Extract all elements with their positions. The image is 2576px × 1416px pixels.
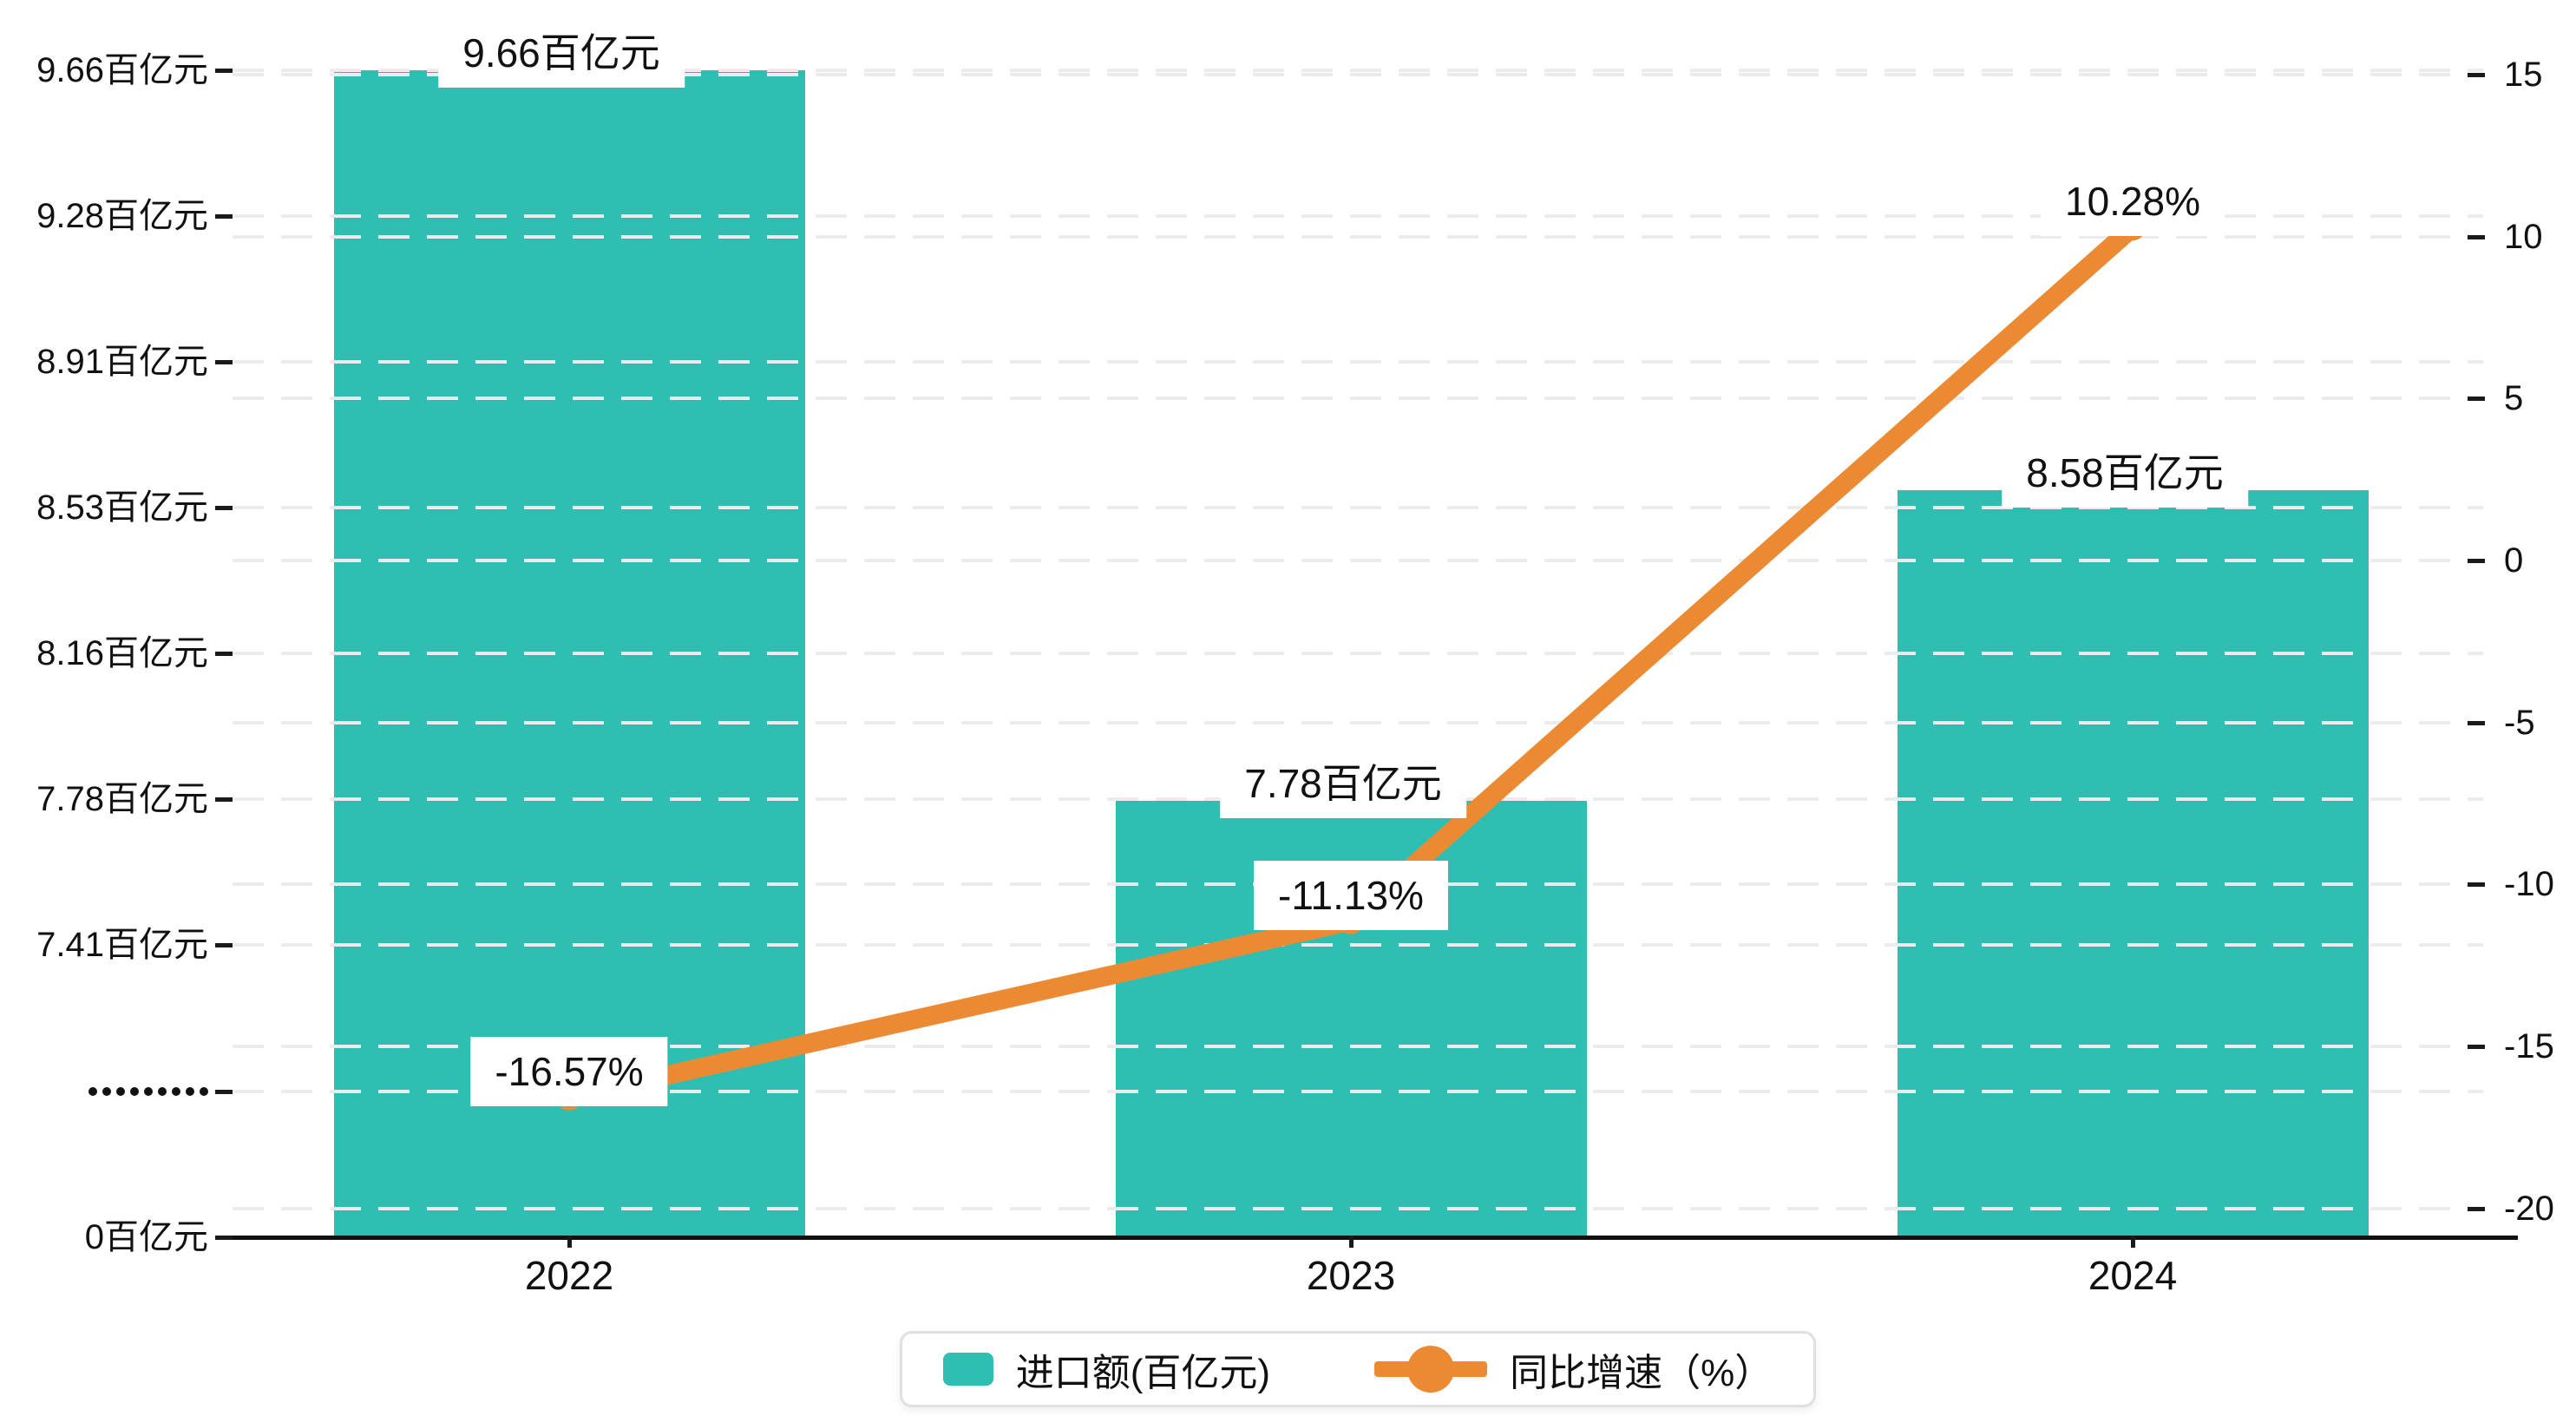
left-axis-label: 7.41百亿元 xyxy=(36,926,208,964)
right-axis-tick xyxy=(2468,397,2485,402)
right-axis-label: 10 xyxy=(2504,217,2543,256)
left-axis-label: 8.16百亿元 xyxy=(36,634,208,672)
gridline xyxy=(233,397,2483,401)
gridline xyxy=(233,506,2483,509)
axis-break-dot xyxy=(130,1087,139,1096)
bar-value-label-2024: 8.58百亿元 xyxy=(2002,437,2248,508)
right-axis-label: 0 xyxy=(2504,541,2524,580)
line-value-label-2023: -11.13% xyxy=(1254,860,1448,930)
x-axis-label-2022: 2022 xyxy=(524,1253,614,1298)
growth-line[interactable] xyxy=(567,220,2140,1107)
right-axis-label: -15 xyxy=(2504,1027,2554,1066)
left-axis-label: 8.91百亿元 xyxy=(36,343,208,381)
left-axis-tick xyxy=(215,652,233,656)
left-axis-label: 0百亿元 xyxy=(84,1218,208,1256)
x-axis-label-2023: 2023 xyxy=(1306,1253,1396,1298)
left-axis-tick xyxy=(215,1090,233,1094)
left-axis-label: 9.66百亿元 xyxy=(36,51,208,89)
gridline xyxy=(233,1045,2483,1049)
gridline xyxy=(233,214,2483,218)
legend-label-import: 进口额(百亿元) xyxy=(1015,1352,1271,1394)
gridline xyxy=(233,360,2483,364)
left-axis-tick xyxy=(215,943,233,947)
gridline xyxy=(233,652,2483,655)
right-axis-tick xyxy=(2468,234,2485,239)
x-axis-tick xyxy=(1349,1236,1354,1248)
bar-value-label-2022: 9.66百亿元 xyxy=(438,18,685,88)
right-axis-label: -10 xyxy=(2504,865,2554,904)
legend: 进口额(百亿元) 同比增速（%） xyxy=(900,1331,1816,1407)
axis-break-dot xyxy=(144,1087,153,1096)
gridline xyxy=(233,1206,2483,1210)
bar-2024[interactable] xyxy=(1897,489,2369,1237)
legend-item-import[interactable]: 进口额(百亿元) xyxy=(942,1341,1271,1397)
left-axis-tick xyxy=(215,214,233,219)
left-axis-tick xyxy=(215,506,233,510)
line-value-label-2022: -16.57% xyxy=(470,1036,668,1106)
right-axis-label: -5 xyxy=(2504,703,2535,742)
right-axis-tick xyxy=(2468,72,2485,77)
bar-series-swatch-icon xyxy=(942,1353,993,1386)
right-axis-label: -20 xyxy=(2504,1189,2554,1228)
axis-break-dot xyxy=(172,1087,180,1096)
gridline xyxy=(233,1090,2483,1093)
right-axis-tick xyxy=(2468,1206,2485,1211)
left-axis-label: 9.28百亿元 xyxy=(36,197,208,235)
line-series-swatch-icon xyxy=(1374,1346,1488,1393)
left-axis-tick xyxy=(215,797,233,802)
axis-break-dot xyxy=(200,1087,208,1096)
left-axis-label: 7.78百亿元 xyxy=(36,780,208,818)
right-axis-tick xyxy=(2468,1045,2485,1050)
left-axis-label: 8.53百亿元 xyxy=(36,488,208,527)
bar-value-label-2023: 7.78百亿元 xyxy=(1220,749,1466,819)
legend-label-growth: 同比增速（%） xyxy=(1510,1352,1773,1394)
left-axis-tick xyxy=(215,69,233,73)
gridline xyxy=(233,72,2483,76)
axis-break-dot xyxy=(102,1087,111,1096)
legend-item-growth[interactable]: 同比增速（%） xyxy=(1374,1341,1773,1397)
gridline xyxy=(233,559,2483,562)
axis-break-dot xyxy=(186,1087,194,1096)
right-axis-tick xyxy=(2468,882,2485,888)
right-axis-label: 5 xyxy=(2504,379,2524,418)
gridline xyxy=(233,943,2483,947)
axis-break-dot xyxy=(158,1087,167,1096)
gridline xyxy=(233,69,2483,72)
left-axis-break-marker xyxy=(0,1071,208,1112)
line-value-label-2024: 10.28% xyxy=(2040,167,2225,237)
right-axis-tick xyxy=(2468,559,2485,563)
gridline xyxy=(233,234,2483,239)
left-axis-tick xyxy=(215,1236,233,1240)
right-axis-tick xyxy=(2468,720,2485,725)
x-axis-label-2024: 2024 xyxy=(2088,1253,2178,1298)
x-axis-line xyxy=(219,1236,2518,1240)
axis-break-dot xyxy=(116,1087,125,1096)
x-axis-tick xyxy=(2131,1236,2135,1248)
x-axis-tick xyxy=(567,1236,572,1248)
axis-break-dot xyxy=(88,1087,97,1096)
gridline xyxy=(233,720,2483,724)
left-axis-tick xyxy=(215,360,233,364)
right-axis-label: 15 xyxy=(2504,55,2543,94)
